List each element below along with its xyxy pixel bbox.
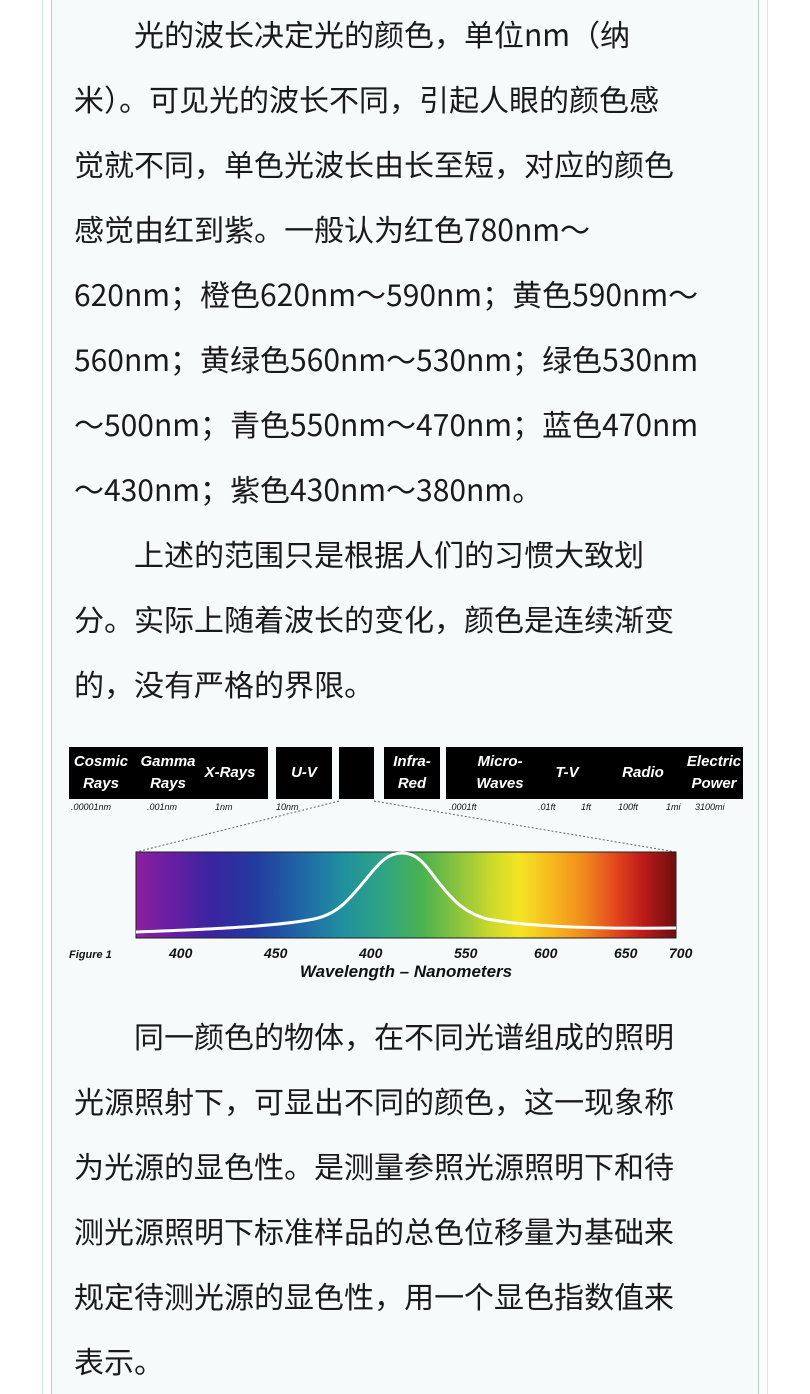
svg-text:650: 650 bbox=[614, 945, 638, 961]
svg-text:Infra-: Infra- bbox=[393, 753, 431, 770]
svg-text:10nm: 10nm bbox=[276, 802, 299, 812]
svg-text:U-V: U-V bbox=[291, 764, 319, 781]
svg-text:.001nm: .001nm bbox=[147, 802, 178, 812]
svg-text:Radio: Radio bbox=[622, 764, 664, 781]
svg-text:Power: Power bbox=[691, 775, 737, 792]
svg-text:.00001nm: .00001nm bbox=[71, 802, 112, 812]
svg-text:600: 600 bbox=[534, 945, 558, 961]
svg-text:450: 450 bbox=[263, 945, 288, 961]
svg-text:Red: Red bbox=[398, 775, 427, 792]
svg-text:1ft: 1ft bbox=[581, 802, 592, 812]
svg-text:.0001ft: .0001ft bbox=[449, 802, 477, 812]
svg-text:T-V: T-V bbox=[555, 764, 580, 781]
svg-text:1nm: 1nm bbox=[215, 802, 233, 812]
svg-text:3100mi: 3100mi bbox=[695, 802, 726, 812]
svg-text:.01ft: .01ft bbox=[538, 802, 556, 812]
svg-text:Figure 1: Figure 1 bbox=[69, 949, 112, 961]
svg-text:100ft: 100ft bbox=[618, 802, 639, 812]
svg-text:1mi: 1mi bbox=[666, 802, 682, 812]
svg-text:700: 700 bbox=[669, 945, 693, 961]
svg-text:400: 400 bbox=[358, 945, 383, 961]
svg-text:Micro-: Micro- bbox=[478, 753, 523, 770]
svg-text:Cosmic: Cosmic bbox=[74, 753, 129, 770]
svg-text:Rays: Rays bbox=[83, 775, 119, 792]
svg-text:Waves: Waves bbox=[476, 775, 523, 792]
svg-text:400: 400 bbox=[168, 945, 193, 961]
svg-text:Rays: Rays bbox=[150, 775, 186, 792]
svg-text:X-Rays: X-Rays bbox=[204, 764, 256, 781]
svg-text:550: 550 bbox=[454, 945, 478, 961]
svg-text:Gamma: Gamma bbox=[140, 753, 195, 770]
svg-text:Wavelength – Nanometers: Wavelength – Nanometers bbox=[300, 962, 512, 981]
svg-text:Electric: Electric bbox=[687, 753, 742, 770]
